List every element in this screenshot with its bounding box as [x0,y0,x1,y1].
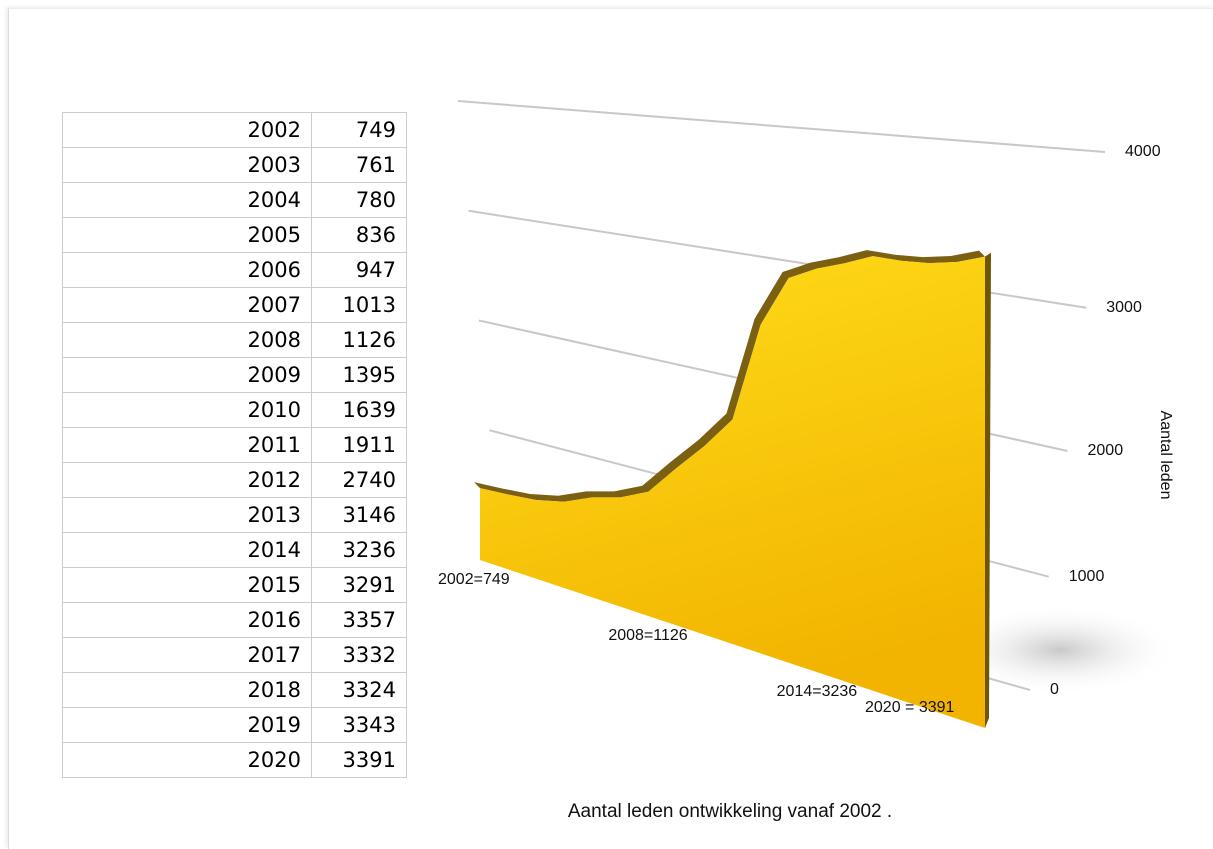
table-row: 2015 3291 [62,567,407,603]
table-cell: 2011 [62,427,312,463]
area [480,256,985,728]
data-table: 2002 749 2003 761 2004 780 2005 836 2006 947 2007 1… [62,112,407,778]
table-cell: 2013 [62,497,312,533]
table-cell: 2020 [62,742,312,778]
table-row: 2007 1013 [62,287,407,323]
table-cell: 2016 [62,602,312,638]
table-cell: 2010 [62,392,312,428]
x-tick-label: 2020 = 3391 [865,699,955,716]
table-row: 2020 3391 [62,742,407,778]
x-tick-label: 2014=3236 [777,683,858,700]
table-cell: 1639 [311,392,407,428]
chart-title: Aantal leden ontwikkeling vanaf 2002 . [568,801,892,822]
table-cell: 2012 [62,462,312,498]
table-row: 2013 3146 [62,497,407,533]
table-cell: 1395 [311,357,407,393]
table-cell: 3343 [311,707,407,743]
table-cell: 3391 [311,742,407,778]
grid-line [457,100,1106,153]
table-cell: 2740 [311,462,407,498]
table-cell: 749 [311,112,407,148]
table-cell: 1126 [311,322,407,358]
table-cell: 3146 [311,497,407,533]
y-tick-label: 1000 [1069,568,1105,585]
y-tick-label: 0 [1050,681,1059,698]
table-row: 2005 836 [62,217,407,253]
table-cell: 1013 [311,287,407,323]
table-row: 2003 761 [62,147,407,183]
table-row: 2017 3332 [62,637,407,673]
y-axis-label: Aantal leden [1157,411,1174,500]
table-cell: 2002 [62,112,312,148]
page-frame [8,8,1213,849]
table-row: 2018 3324 [62,672,407,708]
table-cell: 2017 [62,637,312,673]
area-side [985,252,991,728]
table-row: 2010 1639 [62,392,407,428]
x-tick-label: 2008=1126 [608,627,687,644]
table-cell: 2018 [62,672,312,708]
table-cell: 2005 [62,217,312,253]
y-tick-label: 3000 [1106,299,1142,316]
table-row: 2012 2740 [62,462,407,498]
table-cell: 761 [311,147,407,183]
table-cell: 2008 [62,322,312,358]
table-cell: 3332 [311,637,407,673]
table-cell: 3236 [311,532,407,568]
y-tick-label: 2000 [1088,442,1124,459]
table-cell: 2019 [62,707,312,743]
y-tick-label: 4000 [1125,143,1161,160]
table-row: 2016 3357 [62,602,407,638]
table-row: 2008 1126 [62,322,407,358]
table-cell: 836 [311,217,407,253]
table-cell: 780 [311,182,407,218]
table-row: 2009 1395 [62,357,407,393]
table-row: 2004 780 [62,182,407,218]
table-cell: 2003 [62,147,312,183]
table-row: 2002 749 [62,112,407,148]
table-row: 2019 3343 [62,707,407,743]
shadow [940,605,1180,695]
table-cell: 947 [311,252,407,288]
x-tick-label: 2002=749 [438,571,510,588]
